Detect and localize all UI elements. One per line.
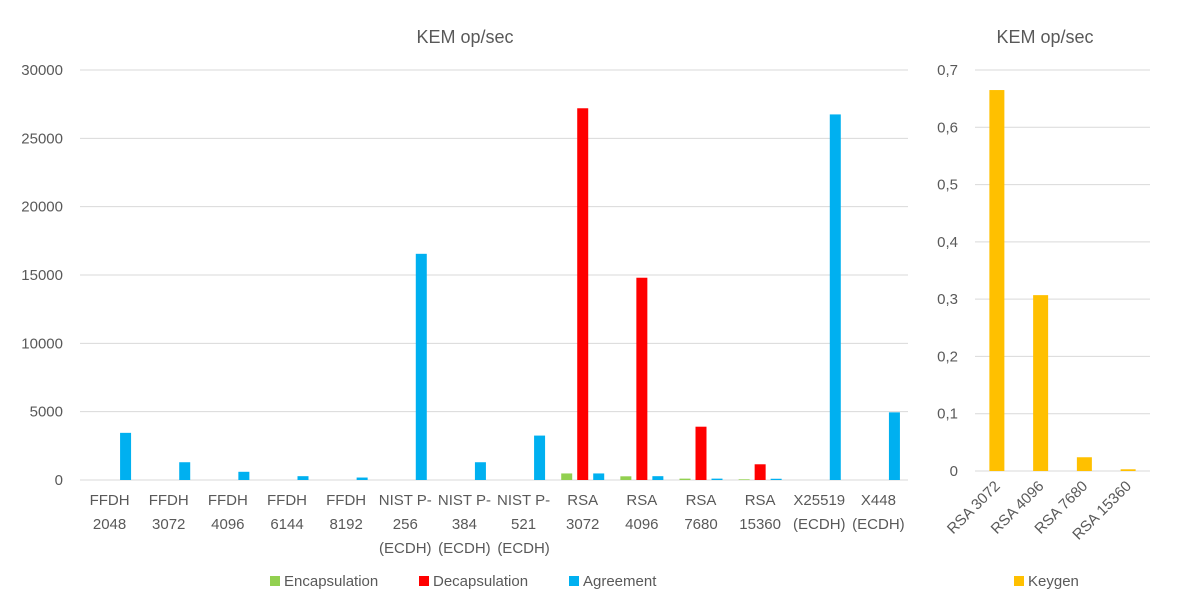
- left-y-tick-label: 25000: [21, 130, 63, 147]
- right-y-tick-label: 0,4: [937, 234, 958, 251]
- right-y-tick-label: 0,3: [937, 291, 958, 308]
- left-bar-encapsulation: [738, 479, 750, 480]
- right-y-tick-label: 0,1: [937, 406, 958, 423]
- left-bar-agreement: [829, 114, 841, 481]
- left-category-label: 3072: [152, 516, 185, 533]
- left-category-label: RSA: [567, 492, 598, 509]
- right-legend: Keygen: [1014, 573, 1079, 590]
- left-bar-encapsulation: [620, 476, 632, 480]
- left-y-tick-label: 0: [55, 472, 63, 489]
- left-bar-agreement: [179, 462, 191, 480]
- left-legend: Encapsulation Decapsulation Agreement: [270, 573, 657, 590]
- left-category-label: 15360: [739, 516, 781, 533]
- left-category-label: (ECDH): [379, 540, 432, 557]
- right-chart-kem-op-sec: KEM op/sec 0 0,1 0,2 0,3 0,4 0,5 0,6 0,7 RSA 30…: [937, 27, 1150, 590]
- left-bar-encapsulation: [561, 473, 573, 480]
- left-category-label: NIST P-: [438, 492, 491, 509]
- left-y-tick-label: 10000: [21, 335, 63, 352]
- left-bar-agreement: [711, 478, 723, 480]
- left-category-labels: FFDH 2048 FFDH 3072 FFDH 4096 FFDH 6144 FFDH 8192…: [90, 492, 905, 557]
- left-category-label: 256: [393, 516, 418, 533]
- left-y-tick-label: 20000: [21, 199, 63, 216]
- left-bar-agreement: [238, 471, 250, 480]
- left-legend-swatch: [569, 576, 579, 586]
- left-category-label: X25519: [793, 492, 845, 509]
- left-category-label: FFDH: [267, 492, 307, 509]
- left-bar-agreement: [474, 462, 486, 480]
- left-category-label: 4096: [211, 516, 244, 533]
- left-bar-agreement: [356, 477, 368, 480]
- left-category-label: (ECDH): [852, 516, 905, 533]
- left-category-label: 7680: [684, 516, 717, 533]
- left-category-label: 3072: [566, 516, 599, 533]
- left-bar-agreement: [652, 476, 664, 480]
- left-bar-decapsulation: [636, 277, 648, 480]
- left-category-label: FFDH: [90, 492, 130, 509]
- left-legend-label: Decapsulation: [433, 573, 528, 590]
- left-chart-kem-op-sec: KEM op/sec 0 5000 10000 15000 20000 25000 3000…: [21, 27, 908, 590]
- right-legend-label: Keygen: [1028, 573, 1079, 590]
- right-y-tick-label: 0,2: [937, 348, 958, 365]
- left-y-tick-label: 15000: [21, 267, 63, 284]
- left-gridlines: [80, 69, 908, 481]
- left-bar-agreement: [593, 473, 605, 480]
- right-y-axis-ticks: 0 0,1 0,2 0,3 0,4 0,5 0,6 0,7: [937, 62, 958, 480]
- left-bar-agreement: [888, 412, 900, 480]
- left-y-tick-label: 5000: [30, 404, 63, 421]
- right-y-tick-label: 0,7: [937, 62, 958, 79]
- right-bar-keygen: [1076, 457, 1092, 471]
- left-legend-label: Encapsulation: [284, 573, 378, 590]
- left-y-axis-ticks: 0 5000 10000 15000 20000 25000 30000: [21, 62, 63, 489]
- left-category-label: NIST P-: [497, 492, 550, 509]
- left-category-label: FFDH: [149, 492, 189, 509]
- right-bar-keygen: [1120, 469, 1136, 471]
- left-category-label: NIST P-: [379, 492, 432, 509]
- left-legend-swatch: [419, 576, 429, 586]
- left-bar-agreement: [120, 432, 132, 480]
- right-y-tick-label: 0,6: [937, 119, 958, 136]
- left-bar-agreement: [770, 478, 782, 480]
- left-bar-agreement: [415, 253, 427, 480]
- left-category-label: 521: [511, 516, 536, 533]
- left-category-label: 4096: [625, 516, 658, 533]
- left-bars: [120, 108, 900, 481]
- left-category-label: (ECDH): [497, 540, 550, 557]
- left-bar-encapsulation: [679, 478, 691, 480]
- left-bar-decapsulation: [695, 426, 707, 480]
- right-bars: [989, 90, 1136, 472]
- left-bar-agreement: [534, 435, 546, 480]
- right-bar-keygen: [1033, 295, 1049, 471]
- left-category-label: 6144: [270, 516, 303, 533]
- right-bar-keygen: [989, 90, 1005, 472]
- right-y-tick-label: 0,5: [937, 177, 958, 194]
- left-category-label: (ECDH): [793, 516, 846, 533]
- left-category-label: (ECDH): [438, 540, 491, 557]
- left-category-label: 384: [452, 516, 477, 533]
- left-category-label: FFDH: [326, 492, 366, 509]
- left-category-label: RSA: [686, 492, 717, 509]
- left-bar-decapsulation: [754, 464, 766, 480]
- right-chart-title: KEM op/sec: [996, 27, 1093, 47]
- left-chart-title: KEM op/sec: [416, 27, 513, 47]
- left-category-label: RSA: [745, 492, 776, 509]
- left-category-label: FFDH: [208, 492, 248, 509]
- left-bar-decapsulation: [577, 108, 589, 481]
- left-bar-agreement: [297, 476, 309, 480]
- left-legend-label: Agreement: [583, 573, 657, 590]
- left-category-label: 2048: [93, 516, 126, 533]
- left-category-label: RSA: [626, 492, 657, 509]
- right-legend-swatch: [1014, 576, 1024, 586]
- left-category-label: X448: [861, 492, 896, 509]
- left-legend-swatch: [270, 576, 280, 586]
- right-y-tick-label: 0: [950, 463, 958, 480]
- left-y-tick-label: 30000: [21, 62, 63, 79]
- left-category-label: 8192: [329, 516, 362, 533]
